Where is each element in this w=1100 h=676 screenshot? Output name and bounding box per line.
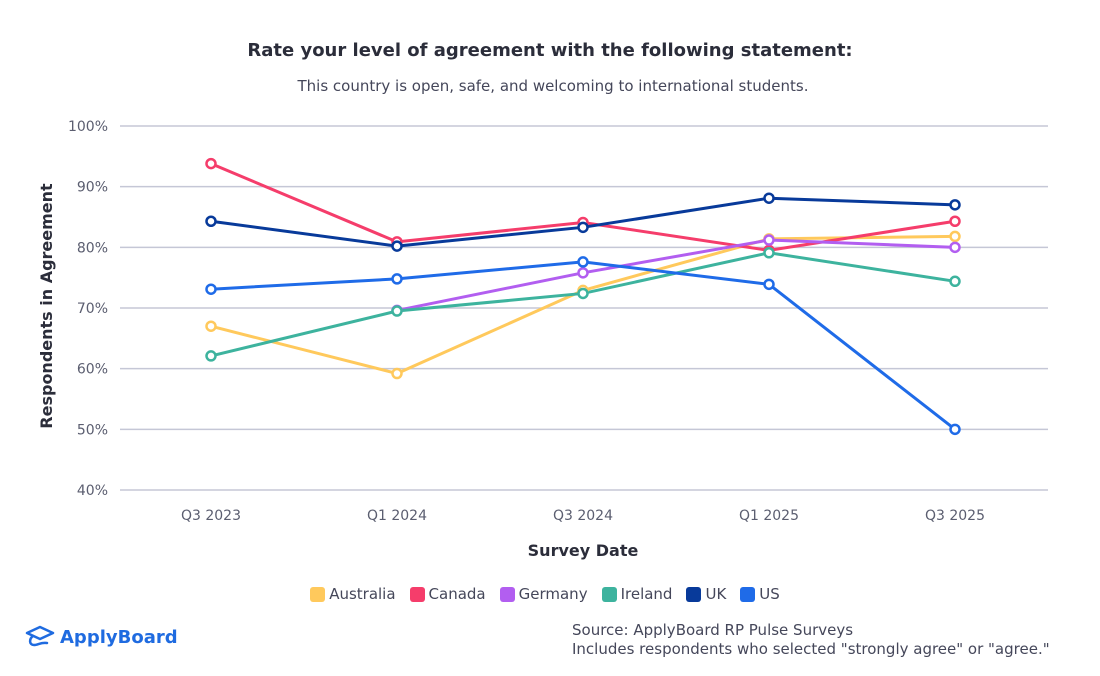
- legend-label: UK: [705, 585, 727, 603]
- data-point-germany[interactable]: [949, 241, 961, 254]
- y-tick-label: 70%: [77, 301, 108, 317]
- legend-item-us[interactable]: US: [740, 585, 780, 603]
- legend-item-ireland[interactable]: Ireland: [601, 585, 673, 603]
- data-point-germany[interactable]: [577, 267, 589, 279]
- legend-label: Australia: [329, 585, 396, 603]
- legend-item-australia[interactable]: Australia: [310, 585, 396, 603]
- y-tick-label: 80%: [77, 240, 108, 256]
- data-point-uk[interactable]: [949, 199, 961, 211]
- y-tick-label: 100%: [68, 119, 108, 135]
- series-line-germany: [396, 238, 956, 312]
- x-tick-label: Q3 2024: [553, 508, 613, 524]
- data-point-us[interactable]: [391, 273, 403, 285]
- data-point-us[interactable]: [205, 283, 217, 295]
- data-point-uk[interactable]: [205, 215, 217, 227]
- legend-label: Ireland: [620, 585, 673, 603]
- data-point-uk[interactable]: [577, 221, 589, 234]
- source-note: Source: ApplyBoard RP Pulse Surveys Incl…: [572, 621, 1050, 659]
- legend-label: Germany: [518, 585, 588, 603]
- legend-swatch: [601, 586, 617, 602]
- data-point-australia[interactable]: [391, 367, 403, 380]
- data-point-us[interactable]: [763, 278, 775, 291]
- data-point-uk[interactable]: [391, 240, 403, 252]
- legend-swatch: [499, 586, 515, 602]
- applyboard-logo: ApplyBoard: [25, 625, 178, 649]
- data-point-ireland[interactable]: [391, 305, 403, 317]
- chart-subtitle: This country is open, safe, and welcomin…: [297, 77, 809, 95]
- legend-swatch: [310, 586, 326, 602]
- legend-label: Canada: [428, 585, 486, 603]
- chart-title: Rate your level of agreement with the fo…: [247, 40, 853, 61]
- graduation-cap-icon: [25, 625, 55, 647]
- data-point-australia[interactable]: [205, 320, 217, 332]
- data-point-us[interactable]: [949, 423, 961, 436]
- y-tick-label: 40%: [77, 483, 108, 499]
- legend-item-uk[interactable]: UK: [686, 585, 726, 603]
- y-tick-label: 50%: [77, 422, 108, 438]
- legend-item-germany[interactable]: Germany: [499, 585, 588, 603]
- data-point-germany[interactable]: [763, 234, 775, 246]
- x-tick-label: Q3 2025: [925, 508, 985, 524]
- data-point-ireland[interactable]: [763, 247, 775, 259]
- source-caveat: Includes respondents who selected "stron…: [572, 640, 1050, 658]
- source-line: Source: ApplyBoard RP Pulse Surveys: [572, 621, 854, 639]
- data-point-canada[interactable]: [949, 215, 961, 227]
- y-tick-label: 60%: [77, 362, 108, 378]
- legend-swatch: [686, 586, 702, 602]
- x-tick-label: Q3 2023: [181, 508, 241, 524]
- data-point-ireland[interactable]: [205, 350, 217, 362]
- legend-item-canada[interactable]: Canada: [409, 585, 486, 603]
- x-tick-label: Q1 2025: [739, 508, 799, 524]
- legend-label: US: [759, 585, 780, 603]
- legend: Australia Canada Germany Ireland UK US: [0, 585, 1090, 603]
- x-axis-label: Survey Date: [528, 541, 639, 560]
- data-point-uk[interactable]: [763, 192, 775, 204]
- logo-text: ApplyBoard: [60, 626, 178, 648]
- data-point-canada[interactable]: [205, 157, 217, 170]
- data-point-ireland[interactable]: [577, 287, 589, 300]
- legend-swatch: [740, 586, 756, 602]
- legend-swatch: [409, 586, 425, 602]
- data-point-ireland[interactable]: [949, 275, 961, 288]
- y-tick-label: 90%: [77, 180, 108, 196]
- data-point-australia[interactable]: [949, 230, 961, 243]
- data-point-us[interactable]: [577, 256, 589, 268]
- y-axis-label: Respondents in Agreement: [37, 183, 56, 429]
- x-tick-label: Q1 2024: [367, 508, 427, 524]
